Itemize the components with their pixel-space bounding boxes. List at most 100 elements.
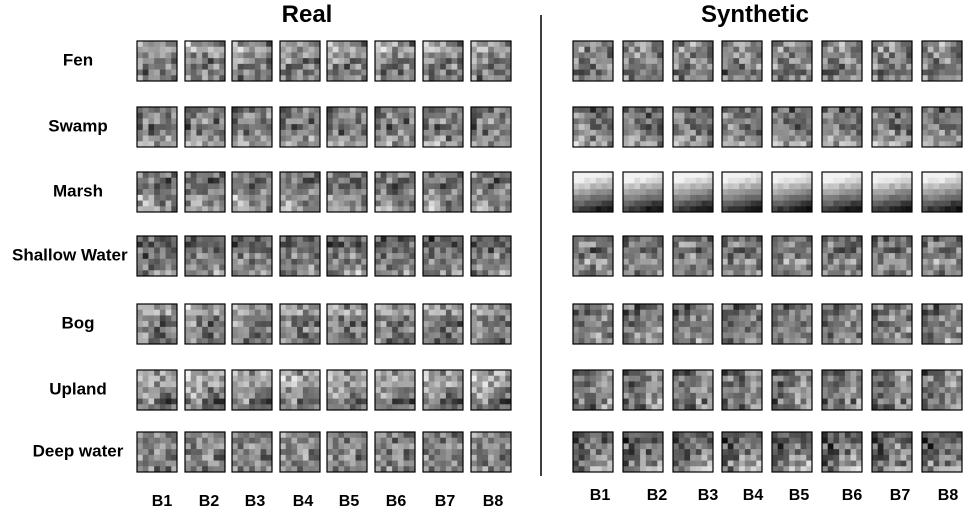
patch-pixel <box>344 438 350 444</box>
patch-pixel <box>297 455 303 461</box>
patch-pixel <box>488 136 494 142</box>
patch-pixel <box>238 370 244 376</box>
patch-pixel <box>833 333 839 339</box>
patch-pixel <box>707 236 713 242</box>
patch-pixel <box>255 201 261 207</box>
patch-pixel <box>772 195 778 201</box>
patch-pixel <box>939 64 945 70</box>
patch-pixel <box>707 136 713 142</box>
patch-pixel <box>191 333 197 339</box>
patch-pixel <box>471 399 477 405</box>
patch-pixel <box>833 189 839 195</box>
patch-pixel <box>482 253 488 259</box>
patch-pixel <box>696 247 702 253</box>
patch-pixel <box>375 455 381 461</box>
patch-pixel <box>851 136 857 142</box>
patch-pixel <box>690 253 696 259</box>
patch-pixel <box>822 265 828 271</box>
patch-pixel <box>185 438 191 444</box>
patch-pixel <box>851 64 857 70</box>
patch-pixel <box>956 70 962 76</box>
patch-pixel <box>901 136 907 142</box>
patch-pixel <box>398 315 404 321</box>
patch-pixel <box>286 64 292 70</box>
patch-pixel <box>171 118 177 124</box>
patch-pixel <box>945 310 951 316</box>
patch-pixel <box>214 387 220 393</box>
patch-pixel <box>137 178 143 184</box>
patch-pixel <box>579 370 585 376</box>
patch-pixel <box>381 443 387 449</box>
patch-pixel <box>477 432 483 438</box>
patch-pixel <box>607 195 613 201</box>
patch-pixel <box>154 130 160 136</box>
patch-pixel <box>828 189 834 195</box>
patch-pixel <box>722 327 728 333</box>
patch-pixel <box>471 259 477 265</box>
patch-pixel <box>684 259 690 265</box>
patch-pixel <box>286 236 292 242</box>
patch-pixel <box>191 310 197 316</box>
patch-pixel <box>690 321 696 327</box>
patch-pixel <box>255 253 261 259</box>
patch-pixel <box>309 455 315 461</box>
patch-pixel <box>202 338 208 344</box>
patch-pixel <box>500 338 506 344</box>
patch-pixel <box>314 113 320 119</box>
patch-pixel <box>684 265 690 271</box>
patch-pixel <box>500 466 506 472</box>
patch-pixel <box>214 247 220 253</box>
patch-pixel <box>409 327 415 333</box>
patch-pixel <box>928 124 934 130</box>
patch-pixel <box>404 195 410 201</box>
patch-pixel <box>297 242 303 248</box>
patch-pixel <box>297 438 303 444</box>
patch-pixel <box>452 315 458 321</box>
patch-pixel <box>344 259 350 265</box>
patch-pixel <box>494 107 500 113</box>
patch-pixel <box>238 113 244 119</box>
patch-pixel <box>255 338 261 344</box>
patch-pixel <box>607 70 613 76</box>
patch-pixel <box>154 327 160 333</box>
patch-pixel <box>795 333 801 339</box>
image-patch <box>722 107 762 147</box>
patch-pixel <box>350 327 356 333</box>
patch-pixel <box>822 327 828 333</box>
patch-pixel <box>646 141 652 147</box>
patch-pixel <box>933 310 939 316</box>
patch-pixel <box>505 236 511 242</box>
patch-pixel <box>137 47 143 53</box>
patch-pixel <box>404 270 410 276</box>
patch-pixel <box>690 242 696 248</box>
patch-pixel <box>261 64 267 70</box>
patch-pixel <box>822 195 828 201</box>
patch-pixel <box>392 70 398 76</box>
patch-pixel <box>806 172 812 178</box>
patch-pixel <box>291 404 297 410</box>
patch-pixel <box>751 130 757 136</box>
image-patch <box>232 304 272 344</box>
patch-pixel <box>928 58 934 64</box>
patch-pixel <box>440 304 446 310</box>
patch-pixel <box>356 404 362 410</box>
patch-pixel <box>148 376 154 382</box>
patch-pixel <box>845 58 851 64</box>
patch-pixel <box>789 270 795 276</box>
patch-pixel <box>261 189 267 195</box>
patch-pixel <box>646 58 652 64</box>
patch-pixel <box>806 141 812 147</box>
patch-pixel <box>728 124 734 130</box>
patch-pixel <box>602 381 608 387</box>
image-patch <box>375 432 415 472</box>
patch-pixel <box>148 387 154 393</box>
patch-pixel <box>338 461 344 467</box>
patch-pixel <box>350 236 356 242</box>
patch-pixel <box>883 41 889 47</box>
patch-pixel <box>728 242 734 248</box>
patch-pixel <box>579 178 585 184</box>
patch-pixel <box>573 304 579 310</box>
patch-pixel <box>392 206 398 212</box>
patch-pixel <box>148 466 154 472</box>
patch-pixel <box>839 107 845 113</box>
